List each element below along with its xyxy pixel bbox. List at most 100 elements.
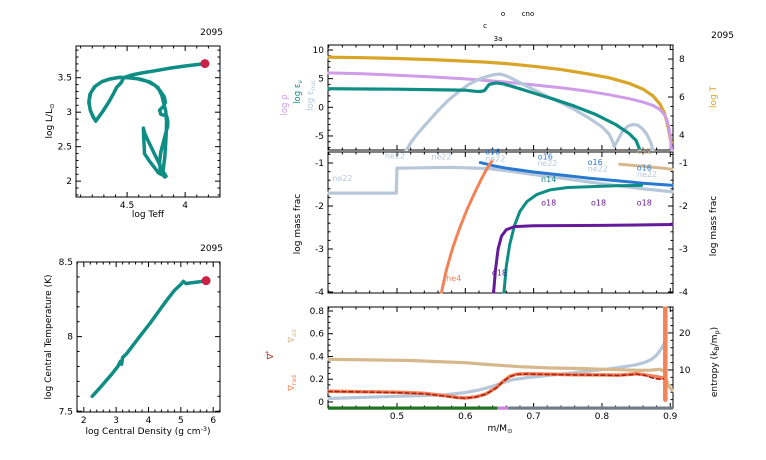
model-number-trho: 2095 [200, 244, 223, 254]
current-model-dot [201, 276, 211, 286]
grad-star-curve [327, 373, 665, 400]
isotope-label-o18: o18 [637, 199, 652, 208]
y-tick-label-right: 20 [679, 329, 691, 339]
y-tick-label-right: 8 [679, 55, 685, 65]
hr-diagram-series [87, 61, 207, 179]
eps-y-label-nuc: log εnuc [306, 79, 317, 110]
x-tick-label: 0.7 [526, 412, 540, 422]
logT-right-label: log T [709, 85, 719, 108]
y-tick-label-right: 6 [679, 93, 685, 103]
mix-overshoot-bar [497, 406, 509, 410]
y-tick-label: 7.5 [59, 407, 73, 417]
isotope-label-n14: n14 [541, 175, 556, 184]
isotope-label-ne22: ne22 [537, 159, 557, 168]
y-tick-label: 0.8 [310, 307, 325, 317]
x-tick-label: 3 [113, 416, 119, 426]
c12-curve [618, 162, 674, 171]
hr-x-label: log Teff [132, 210, 165, 220]
t-rho-diagram-series [90, 278, 208, 399]
y-tick-label-right: 4 [679, 131, 685, 141]
isotope-label-ne22: ne22 [588, 165, 608, 174]
abund-y-label-left: log mass frac [293, 194, 303, 254]
o16-curve [478, 161, 674, 187]
x-tick-label: 4.5 [120, 201, 134, 211]
y-tick-label: 8 [67, 333, 73, 343]
burn-label-cno: cno [522, 10, 535, 18]
hr-y-label: log L/L⊙ [45, 103, 56, 138]
y-tick-label: 5 [318, 75, 324, 85]
x-tick-label: 0.9 [663, 412, 678, 422]
burn-label-c: c [483, 22, 487, 30]
y-tick-label: 3.5 [58, 74, 72, 84]
isotope-label-ne22: ne22 [637, 170, 657, 179]
y-tick-label: -5 [315, 132, 324, 142]
isotope-label-o18: o18 [541, 199, 556, 208]
grad-ad-label: ∇ad [287, 329, 298, 343]
isotope-label-o18: o18 [591, 199, 606, 208]
y-tick-label-right: -4 [679, 288, 688, 298]
o18-curve [492, 223, 674, 294]
mix-radiative-bar [508, 406, 673, 410]
isotope-label-ne22: ne22 [485, 155, 505, 164]
isotope-label-o18: o18 [492, 269, 507, 278]
y-tick-label-right: -3 [679, 245, 688, 255]
x-tick-label: 4 [182, 201, 188, 211]
y-tick-label: -2 [315, 202, 324, 212]
burn-label-3a: 3a [494, 35, 503, 43]
isotope-label-o16: o16 [485, 147, 500, 156]
x-tick-label: 6 [210, 416, 216, 426]
trho-y-label: log Central Temperature (K) [44, 274, 54, 399]
grad-star-label: ∇* [265, 351, 276, 361]
profile-panel-gradients: 0.5 0.6 0.7 0.8 0.9 0 0.2 0.4 0.6 0.8 10 20 ∇ad ∇* ∇ra… [265, 306, 721, 435]
trho-track-curve [90, 278, 208, 399]
burn-label-o: o [501, 10, 505, 18]
y-tick-label-right: -2 [679, 202, 688, 212]
hr-diagram: 4.5 4 2 2.5 3 3.5 2095 log Teff log L/L⊙ [45, 28, 223, 220]
y-tick-label: 0.2 [310, 375, 324, 385]
x-tick-label: 0.8 [595, 412, 610, 422]
hr-diagram-frame [75, 45, 221, 198]
x-tick-label: 5 [178, 416, 184, 426]
x-tick-label: 2 [81, 416, 87, 426]
profile-panel-abundances-series [327, 159, 674, 294]
isotope-label-ne22: ne22 [332, 174, 352, 183]
n14-curve [502, 183, 644, 294]
y-tick-label: 10 [313, 46, 325, 56]
y-tick-label: 3 [66, 108, 72, 118]
x-tick-label: 0.6 [458, 412, 473, 422]
y-tick-label-right: -1 [679, 159, 688, 169]
x-tick-label: 4 [146, 416, 152, 426]
log-rho-curve [327, 71, 674, 151]
isotope-label-c12: c12 [637, 147, 652, 156]
y-tick-label: -4 [315, 288, 324, 298]
ne22-curve [327, 165, 674, 195]
abund-y-label-right: log mass frac [709, 196, 719, 256]
y-tick-label: 2 [66, 177, 72, 187]
isotope-label-he4: he4 [446, 274, 461, 283]
y-tick-label: -1 [315, 159, 324, 169]
trho-x-label: log Central Density (g cm-3) [85, 425, 210, 437]
y-tick-label: 2.5 [58, 143, 72, 153]
hr-track-curve [87, 61, 207, 179]
y-tick-label: -3 [315, 245, 324, 255]
entropy-right-label: entropy (kB/mp) [710, 327, 721, 397]
grad-rad-label: ∇rad [287, 375, 298, 392]
model-number-hr: 2095 [200, 28, 223, 38]
profile-panel-eps-series [327, 55, 674, 151]
eps-y-label-rho: log ρ [280, 94, 290, 115]
model-number-profiles: 2095 [711, 31, 734, 41]
y-tick-label-right: 10 [679, 366, 691, 376]
y-tick-label: 0.6 [310, 330, 325, 340]
y-tick-label: 0 [318, 398, 324, 408]
mix-convective-bar [328, 406, 498, 410]
y-tick-label: 0.4 [310, 352, 325, 362]
profile-panel-abundances-frame [327, 151, 674, 294]
y-tick-label: 0 [318, 103, 324, 113]
isotope-label-o16: o16 [588, 158, 603, 167]
he4-curve [439, 159, 494, 294]
isotope-label-ne22: ne22 [431, 153, 451, 162]
